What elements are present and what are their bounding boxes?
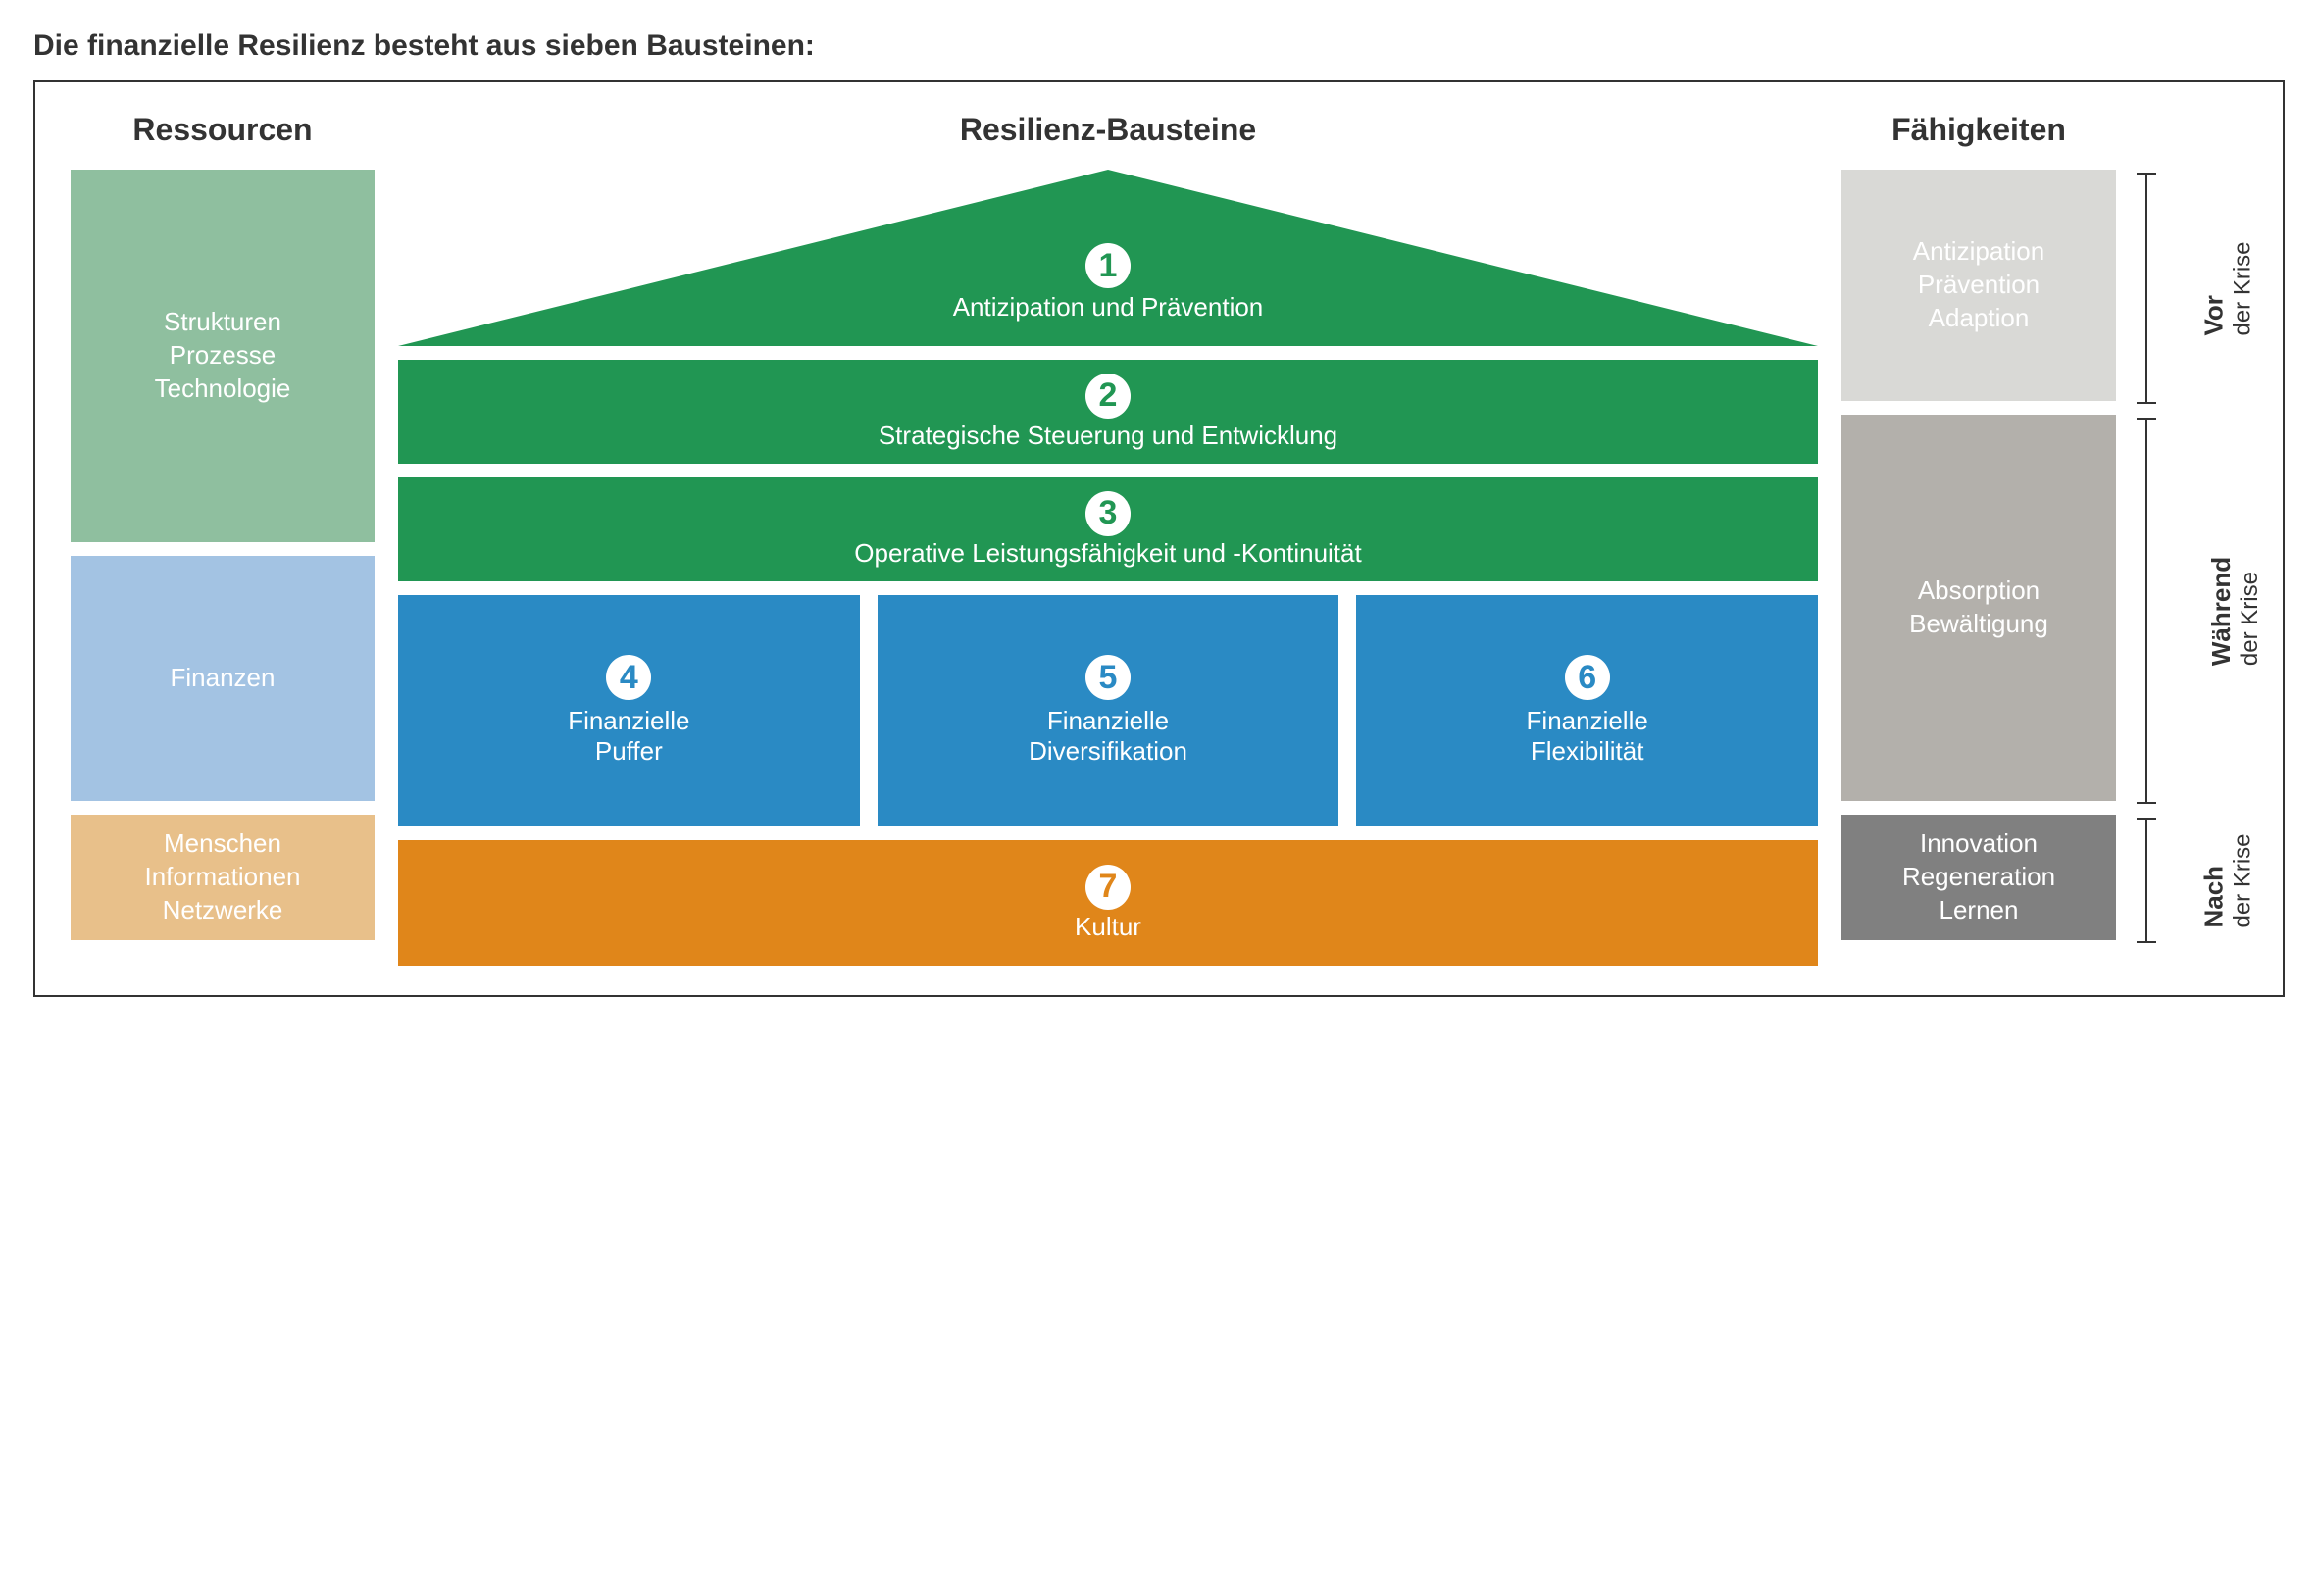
house-bar-3: 3 Operative Leistungsfähigkeit und -Kont… bbox=[398, 477, 1818, 581]
phase-label: Währendder Krise bbox=[2206, 556, 2264, 665]
resources-column: Ressourcen StrukturenProzesseTechnologie… bbox=[71, 112, 375, 966]
house-pillars: 4FinanziellePuffer5FinanzielleDiversifik… bbox=[398, 595, 1818, 826]
pillar-line: Finanzielle bbox=[1527, 706, 1648, 736]
roof-badge: 1 bbox=[1085, 243, 1131, 288]
pillar-line: Finanzielle bbox=[568, 706, 689, 736]
pillar-line: Diversifikation bbox=[1029, 736, 1187, 767]
block-line: Bewältigung bbox=[1909, 608, 2048, 641]
house-pillar-0: 4 FinanziellePuffer bbox=[398, 595, 860, 826]
capability-block-0: AntizipationPräventionAdaption bbox=[1841, 170, 2116, 401]
base-badge: 7 bbox=[1085, 865, 1131, 910]
pillar-line: Finanzielle bbox=[1047, 706, 1169, 736]
phase-label: Nachder Krise bbox=[2199, 833, 2257, 927]
capabilities-heading: Fähigkeiten bbox=[1841, 112, 2116, 148]
diagram-frame: Ressourcen StrukturenProzesseTechnologie… bbox=[33, 80, 2285, 997]
house-heading: Resilienz-Bausteine bbox=[398, 112, 1818, 148]
block-line: Finanzen bbox=[171, 662, 276, 695]
block-line: Antizipation bbox=[1913, 235, 2044, 269]
resource-block-1: Finanzen bbox=[71, 556, 375, 801]
phase-label: Vorder Krise bbox=[2199, 241, 2257, 335]
pillar-line: Puffer bbox=[595, 736, 663, 767]
bracket-line-icon bbox=[2145, 173, 2147, 404]
bar2-badge: 2 bbox=[1085, 374, 1131, 419]
block-line: Prozesse bbox=[170, 339, 276, 373]
resources-heading: Ressourcen bbox=[71, 112, 375, 148]
pillar-badge: 4 bbox=[606, 655, 651, 700]
phase-bracket-1: Währendder Krise bbox=[2145, 418, 2290, 804]
resource-block-0: StrukturenProzesseTechnologie bbox=[71, 170, 375, 542]
house-bar-2: 2 Strategische Steuerung und Entwicklung bbox=[398, 360, 1818, 464]
base-label: Kultur bbox=[1075, 912, 1141, 942]
house-column: Resilienz-Bausteine 1 Antizipation und P… bbox=[398, 112, 1818, 966]
pillar-line: Flexibilität bbox=[1531, 736, 1644, 767]
roof-label: Antizipation und Prävention bbox=[953, 292, 1264, 323]
block-line: Absorption bbox=[1918, 574, 2040, 608]
house-pillar-1: 5 FinanzielleDiversifikation bbox=[878, 595, 1339, 826]
block-line: Technologie bbox=[155, 373, 291, 406]
bar2-label: Strategische Steuerung und Entwicklung bbox=[879, 421, 1337, 451]
block-line: Informationen bbox=[145, 861, 301, 894]
block-line: Strukturen bbox=[164, 306, 281, 339]
block-line: Adaption bbox=[1929, 302, 2030, 335]
capability-block-2: InnovationRegenerationLernen bbox=[1841, 815, 2116, 940]
block-line: Netzwerke bbox=[163, 894, 283, 927]
block-line: Innovation bbox=[1920, 827, 2038, 861]
house-roof: 1 Antizipation und Prävention bbox=[398, 170, 1818, 346]
bracket-line-icon bbox=[2145, 818, 2147, 943]
pillar-badge: 6 bbox=[1565, 655, 1610, 700]
page-title: Die finanzielle Resilienz besteht aus si… bbox=[33, 29, 2285, 63]
block-line: Menschen bbox=[164, 827, 281, 861]
block-line: Lernen bbox=[1940, 894, 2019, 927]
capabilities-column: Fähigkeiten AntizipationPräventionAdapti… bbox=[1841, 112, 2116, 966]
phase-bracket-0: Vorder Krise bbox=[2145, 173, 2275, 404]
capability-block-1: AbsorptionBewältigung bbox=[1841, 415, 2116, 801]
bar3-badge: 3 bbox=[1085, 491, 1131, 536]
house-base: 7 Kultur bbox=[398, 840, 1818, 966]
block-line: Prävention bbox=[1918, 269, 2040, 302]
house-pillar-2: 6 FinanzielleFlexibilität bbox=[1356, 595, 1818, 826]
bracket-line-icon bbox=[2145, 418, 2147, 804]
resource-block-2: MenschenInformationenNetzwerke bbox=[71, 815, 375, 940]
phase-bracket-2: Nachder Krise bbox=[2145, 818, 2275, 943]
phase-brackets: Vorder KriseWährendder KriseNachder Kris… bbox=[2140, 112, 2247, 966]
block-line: Regeneration bbox=[1902, 861, 2055, 894]
pillar-badge: 5 bbox=[1085, 655, 1131, 700]
bar3-label: Operative Leistungsfähigkeit und -Kontin… bbox=[854, 538, 1361, 569]
